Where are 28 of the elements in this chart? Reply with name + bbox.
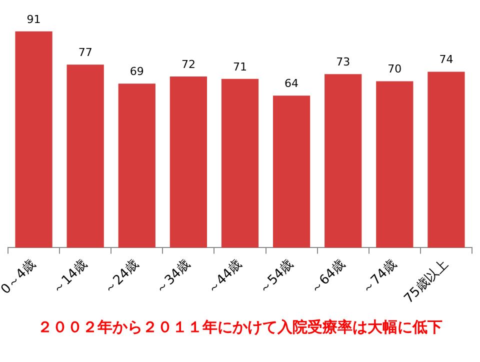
x-tick-label: ～64歳 (308, 256, 348, 298)
x-tick-label: 75歳以上 (402, 256, 452, 307)
x-tick-label: ～74歳 (359, 256, 400, 298)
x-tick-label: 0～4歳 (0, 256, 39, 298)
data-label: 69 (130, 65, 144, 78)
bar (272, 96, 310, 248)
bar (324, 74, 362, 248)
data-label: 91 (26, 12, 41, 26)
data-label: 77 (78, 46, 92, 60)
x-tick-label: ～44歳 (204, 256, 246, 298)
bar (221, 78, 259, 248)
data-label: 71 (233, 60, 247, 74)
bar (118, 84, 156, 248)
data-label: 74 (439, 53, 454, 66)
x-tick-label: ～54歳 (256, 256, 297, 298)
bar (376, 81, 414, 248)
bar (428, 72, 465, 248)
bar (15, 31, 52, 248)
data-label: 73 (336, 56, 350, 69)
x-tick-label: ～34歳 (152, 256, 194, 298)
data-label: 72 (181, 58, 196, 71)
x-tick-label: ～14歳 (50, 256, 91, 298)
bar (66, 64, 104, 248)
text: ２００２年から２０１１年にかけて入院受療率は大幅に低下 (36, 318, 444, 337)
bar (170, 76, 208, 248)
data-label: 64 (284, 76, 299, 90)
data-label: 70 (388, 62, 402, 76)
x-tick-label: ～24歳 (101, 256, 142, 298)
